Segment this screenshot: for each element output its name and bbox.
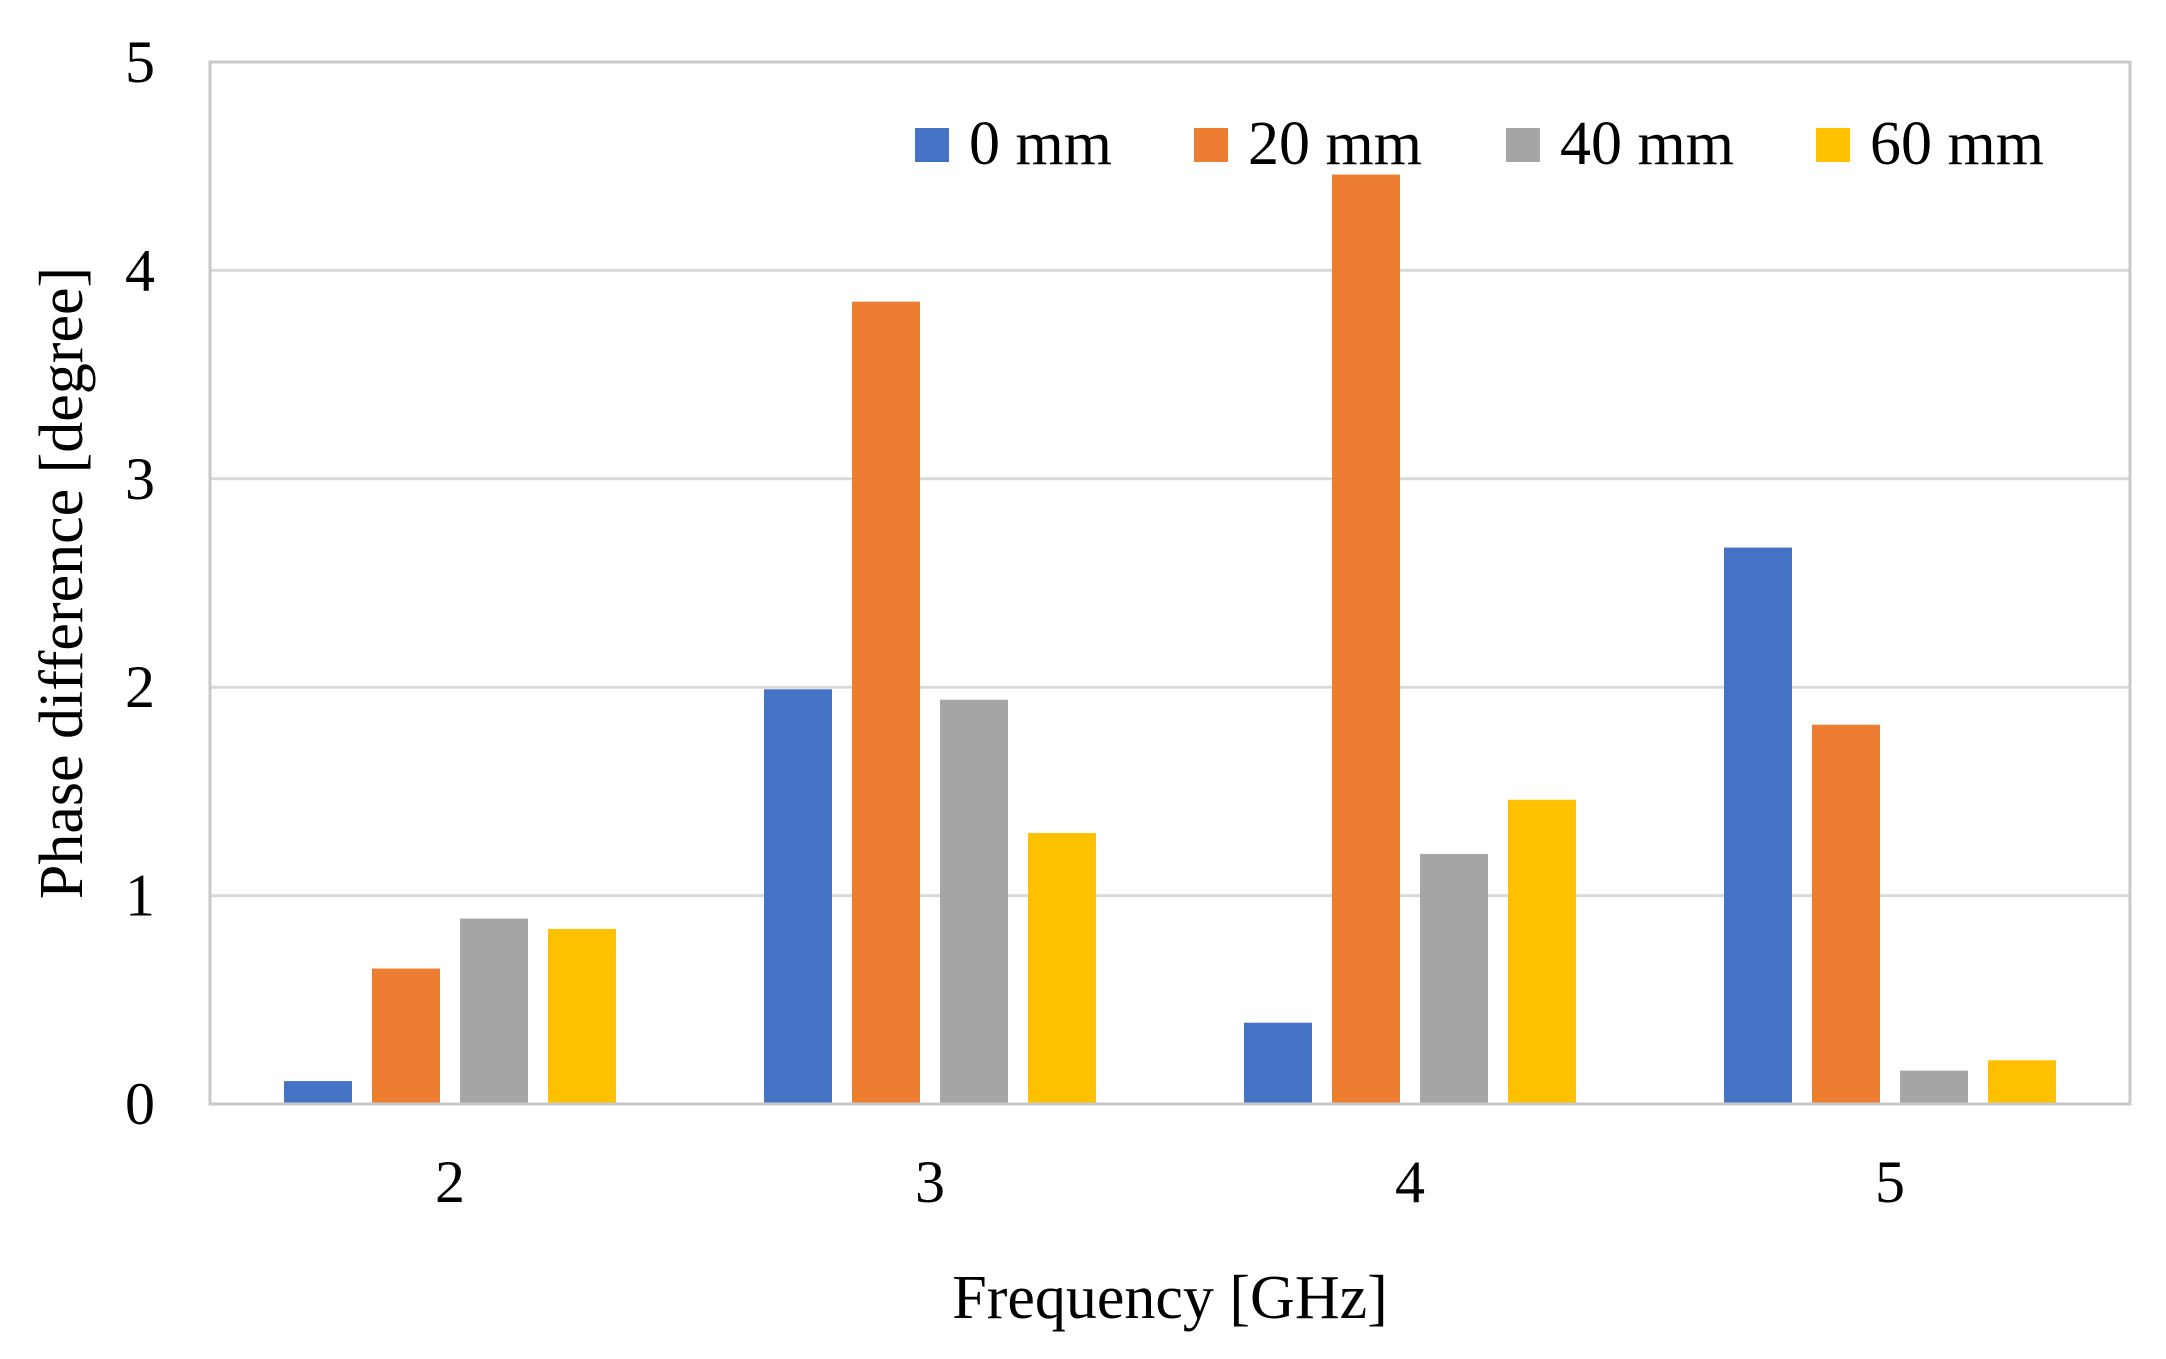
- y-axis-ticks: 0 1 2 3 4 5: [125, 29, 155, 1137]
- y-tick-label: 4: [125, 237, 155, 303]
- bar-0mm-4ghz: [1244, 1022, 1312, 1104]
- x-tick-label: 2: [435, 1149, 465, 1215]
- y-tick-label: 1: [125, 863, 155, 929]
- bar-60mm-2ghz: [548, 928, 616, 1104]
- legend-label: 20 mm: [1248, 110, 1422, 178]
- bar-60mm-3ghz: [1028, 833, 1096, 1104]
- x-axis-ticks: 2 3 4 5: [435, 1149, 1905, 1215]
- y-axis-title: Phase difference [degree]: [28, 267, 96, 899]
- legend-swatch: [1506, 128, 1540, 162]
- legend-label: 60 mm: [1870, 110, 2044, 178]
- bar-40mm-5ghz: [1900, 1070, 1968, 1104]
- x-axis-title: Frequency [GHz]: [952, 1264, 1388, 1332]
- legend-label: 0 mm: [969, 110, 1112, 178]
- x-tick-label: 5: [1875, 1149, 1905, 1215]
- y-tick-label: 0: [125, 1071, 155, 1137]
- x-tick-label: 3: [915, 1149, 945, 1215]
- bar-20mm-3ghz: [852, 301, 920, 1104]
- plot-area-border: [208, 60, 2132, 1106]
- legend-swatch: [915, 128, 949, 162]
- bar-0mm-5ghz: [1724, 547, 1792, 1104]
- y-tick-label: 5: [125, 29, 155, 95]
- y-tick-label: 2: [125, 654, 155, 720]
- x-tick-label: 4: [1395, 1149, 1425, 1215]
- bar-20mm-5ghz: [1812, 724, 1880, 1104]
- legend-label: 40 mm: [1560, 110, 1734, 178]
- bar-20mm-4ghz: [1332, 174, 1400, 1104]
- legend-swatch: [1816, 128, 1850, 162]
- gridlines: [210, 268, 2130, 898]
- bars: [284, 174, 2056, 1104]
- legend-swatch: [1194, 128, 1228, 162]
- bar-0mm-2ghz: [284, 1081, 352, 1104]
- bar-40mm-2ghz: [460, 918, 528, 1104]
- bar-20mm-2ghz: [372, 968, 440, 1104]
- bar-60mm-5ghz: [1988, 1060, 2056, 1104]
- bar-40mm-4ghz: [1420, 853, 1488, 1104]
- bar-0mm-3ghz: [764, 689, 832, 1104]
- bar-40mm-3ghz: [940, 699, 1008, 1104]
- legend: 0 mm 20 mm 40 mm 60 mm: [915, 110, 2044, 178]
- bar-60mm-4ghz: [1508, 799, 1576, 1104]
- y-tick-label: 3: [125, 446, 155, 512]
